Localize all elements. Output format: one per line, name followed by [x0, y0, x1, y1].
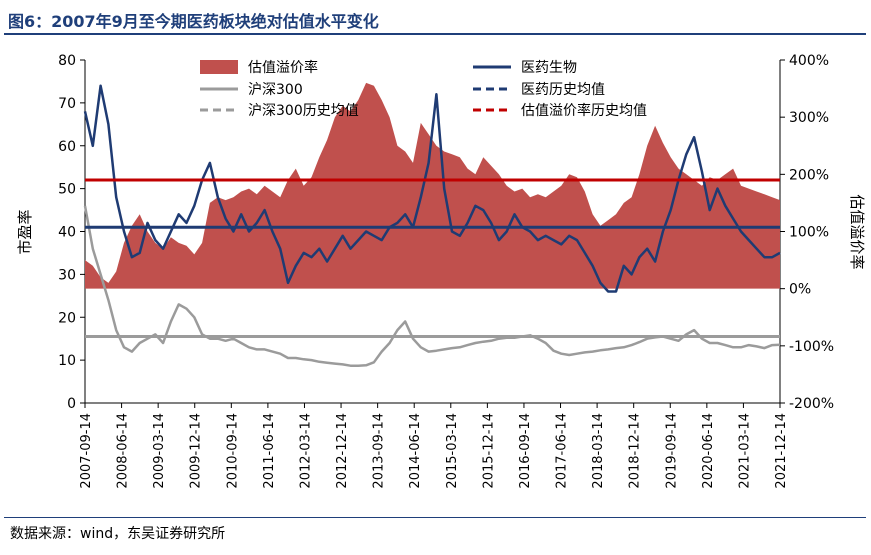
x-tick-label: 2021-03-14: [737, 413, 752, 489]
y-left-label: 市盈率: [16, 209, 34, 254]
y-right-tick-label: 200%: [789, 167, 829, 183]
x-tick-label: 2014-06-14: [408, 413, 423, 489]
y-right-tick-label: 400%: [789, 53, 829, 69]
legend-swatch-premium: [200, 60, 238, 74]
source-note: 数据来源：wind，东吴证券研究所: [10, 526, 226, 542]
y-right-tick-label: 100%: [789, 225, 829, 241]
y-left-tick-label: 10: [58, 353, 76, 369]
y-right-tick-label: -100%: [789, 339, 834, 355]
title-rule: [4, 33, 866, 35]
x-tick-label: 2012-12-14: [335, 413, 350, 489]
lines-group: [83, 84, 781, 367]
x-tick-label: 2010-09-14: [225, 413, 240, 489]
x-tick-label: 2008-06-14: [116, 413, 131, 489]
x-tick-label: 2009-12-14: [189, 413, 204, 489]
x-tick-label: 2013-09-14: [372, 413, 387, 489]
x-tick-label: 2017-06-14: [555, 413, 570, 489]
premium-area: [85, 82, 780, 289]
x-tick-label: 2019-09-14: [664, 413, 679, 489]
ticks-group: 0 10 20 30 40 50 60 70 80 -200% -100% 0% 100% 200% 300…: [58, 53, 834, 489]
y-right-tick-label: 300%: [789, 110, 829, 126]
legend-label-hs300: 沪深300: [248, 82, 303, 98]
y-left-tick-label: 0: [67, 396, 76, 412]
chart-title: 图6：2007年9月至今期医药板块绝对估值水平变化: [8, 12, 379, 31]
bottom-rule: [4, 517, 866, 518]
legend: 估值溢价率 沪深300 沪深300历史均值 医药生物 医药历史均值 估值溢价率历…: [200, 59, 647, 119]
y-left-tick-label: 30: [58, 267, 76, 283]
x-tick-label: 2009-03-14: [152, 413, 167, 489]
x-tick-label: 2020-06-14: [701, 413, 716, 489]
chart-svg: 0 10 20 30 40 50 60 70 80 -200% -100% 0% 100% 200% 300…: [16, 53, 866, 489]
y-left-tick-label: 70: [58, 96, 76, 112]
x-tick-label: 2016-09-14: [518, 413, 533, 489]
legend-label-premium: 估值溢价率: [248, 59, 318, 76]
x-tick-label: 2021-12-14: [774, 413, 789, 489]
premium-area-group: [85, 82, 780, 289]
legend-label-pharma-avg: 医药历史均值: [521, 82, 605, 98]
legend-label-pharma: 医药生物: [521, 60, 577, 76]
y-right-tick-label: 0%: [789, 282, 811, 298]
y-left-tick-label: 40: [58, 225, 76, 241]
x-tick-label: 2015-03-14: [445, 413, 460, 489]
y-left-tick-label: 20: [58, 310, 76, 326]
x-tick-label: 2015-12-14: [481, 413, 496, 489]
x-tick-label: 2012-03-14: [298, 413, 313, 489]
y-right-label: 估值溢价率: [848, 194, 866, 269]
legend-label-premium-avg: 估值溢价率历史均值: [521, 102, 647, 119]
x-tick-label: 2018-03-14: [591, 413, 606, 489]
y-left-tick-label: 50: [58, 182, 76, 198]
y-left-tick-label: 60: [58, 139, 76, 155]
y-left-tick-label: 80: [58, 53, 76, 69]
y-right-tick-label: -200%: [789, 396, 834, 412]
x-tick-label: 2007-09-14: [79, 413, 94, 489]
legend-label-hs300-avg: 沪深300历史均值: [248, 103, 359, 119]
x-tick-label: 2018-12-14: [628, 413, 643, 489]
x-tick-label: 2011-06-14: [262, 413, 277, 489]
